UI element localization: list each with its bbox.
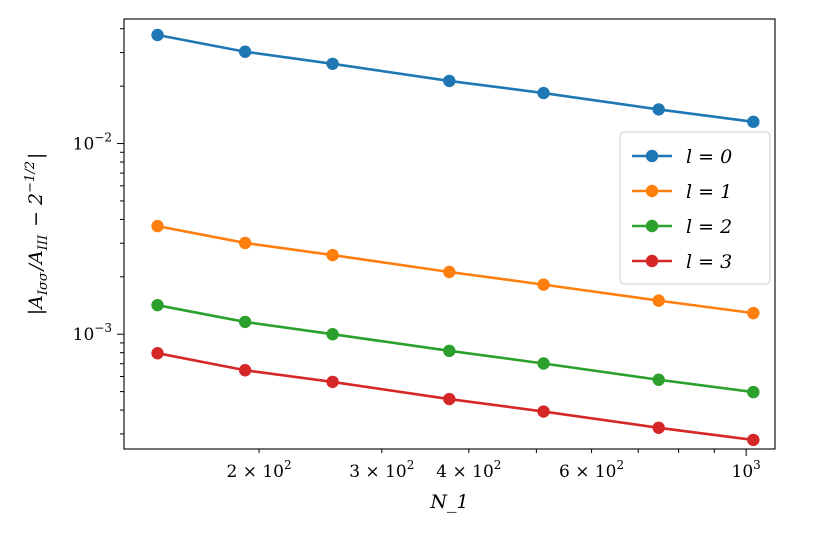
data-point (747, 115, 760, 129)
data-point (238, 364, 252, 377)
data-point (443, 344, 456, 358)
data-point (537, 405, 550, 418)
legend-label: l = 3 (686, 251, 732, 273)
legend-marker (645, 184, 659, 198)
plot-frame (123, 18, 776, 450)
legend-entry-1: l = 1 (632, 181, 732, 203)
data-point (652, 103, 665, 116)
axes: 2 × 102 3 × 102 4 × 102 6 × 102 103 10−3 10−2 N… (23, 18, 776, 513)
legend-entry-0: l = 0 (632, 146, 732, 168)
legend-entry-2: l = 2 (632, 216, 732, 238)
data-point (326, 248, 339, 262)
x-tick-label: 2 × 102 (226, 458, 291, 482)
data-point (443, 392, 456, 406)
x-axis-label: N_1 (429, 491, 468, 513)
data-point (652, 294, 665, 307)
data-point (747, 385, 760, 399)
data-point (537, 86, 550, 100)
x-tick-label: 4 × 102 (436, 458, 501, 482)
data-point (238, 315, 252, 329)
data-point (151, 219, 164, 233)
data-point (652, 421, 665, 434)
data-point (537, 278, 550, 291)
plot-area (151, 28, 760, 447)
data-point (326, 375, 339, 389)
y-tick-label: 10−2 (73, 131, 112, 155)
data-point (151, 28, 164, 42)
legend-entry-3: l = 3 (632, 251, 732, 273)
data-point (238, 45, 252, 58)
data-point (443, 265, 456, 279)
series-0 (151, 28, 760, 129)
series-1 (151, 219, 760, 320)
legend-marker (645, 149, 659, 163)
legend-marker (645, 219, 659, 233)
data-point (326, 328, 339, 341)
y-axis-label: |AIσσ /AIII − 2−1/2 | (23, 153, 51, 316)
legend: l = 0 l = 1 l = 2 l = 3 (619, 131, 771, 285)
x-tick-label: 103 (732, 458, 761, 482)
x-tick-label: 6 × 102 (559, 458, 624, 482)
legend-label: l = 0 (686, 146, 732, 168)
data-point (747, 306, 760, 320)
legend-label: l = 2 (686, 216, 732, 238)
data-point (151, 347, 164, 360)
data-point (238, 236, 252, 250)
series-3 (151, 347, 760, 447)
legend-label: l = 1 (686, 181, 732, 203)
data-point (537, 357, 550, 370)
y-tick-label: 10−3 (73, 321, 112, 345)
data-point (652, 373, 665, 386)
series-2 (151, 298, 760, 399)
data-point (326, 57, 339, 70)
data-point (747, 433, 760, 447)
legend-marker (645, 254, 659, 268)
legend-box (619, 131, 771, 285)
data-point (151, 298, 164, 312)
x-tick-label: 3 × 102 (349, 458, 414, 482)
data-point (443, 74, 456, 88)
